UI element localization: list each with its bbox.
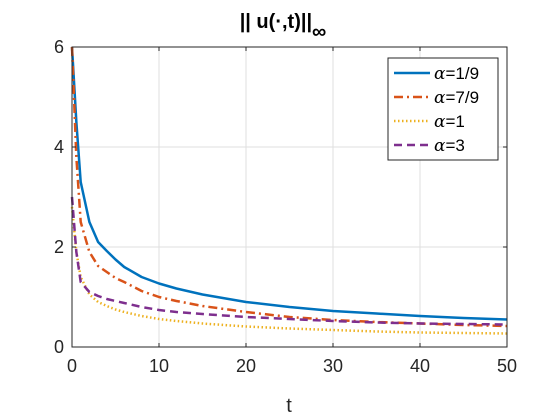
legend-entry: α=3	[434, 136, 465, 156]
legend-entry: α=7/9	[434, 88, 479, 108]
legend-box	[387, 57, 499, 161]
x-tick-label: 10	[149, 356, 169, 376]
x-tick-label: 50	[497, 356, 517, 376]
title-main: || u(·,t)||	[240, 11, 312, 33]
x-tick-label: 0	[67, 356, 77, 376]
y-tick-label: 0	[54, 337, 64, 357]
legend-entry: α=1	[434, 112, 465, 132]
ticks: 0 10 20 30 40 50 0 2 4 6	[54, 37, 517, 376]
series-line	[70, 46, 508, 328]
legend: α=1/9 α=7/9 α=1 α=3	[387, 57, 499, 161]
plot-area-frame	[71, 46, 508, 348]
series-line	[70, 46, 508, 321]
title-subscript: ∞	[312, 21, 326, 43]
x-tick-label: 20	[236, 356, 256, 376]
chart-title: || u(·,t)||∞	[240, 11, 327, 43]
series-layer	[70, 46, 508, 335]
legend-entry: α=1/9	[434, 64, 479, 84]
series-line	[70, 196, 508, 326]
y-tick-label: 6	[54, 37, 64, 57]
series-line	[70, 206, 508, 335]
y-tick-label: 4	[54, 137, 64, 157]
x-axis-label: t	[286, 395, 292, 417]
x-tick-label: 30	[323, 356, 343, 376]
y-tick-label: 2	[54, 237, 64, 257]
x-tick-label: 40	[410, 356, 430, 376]
